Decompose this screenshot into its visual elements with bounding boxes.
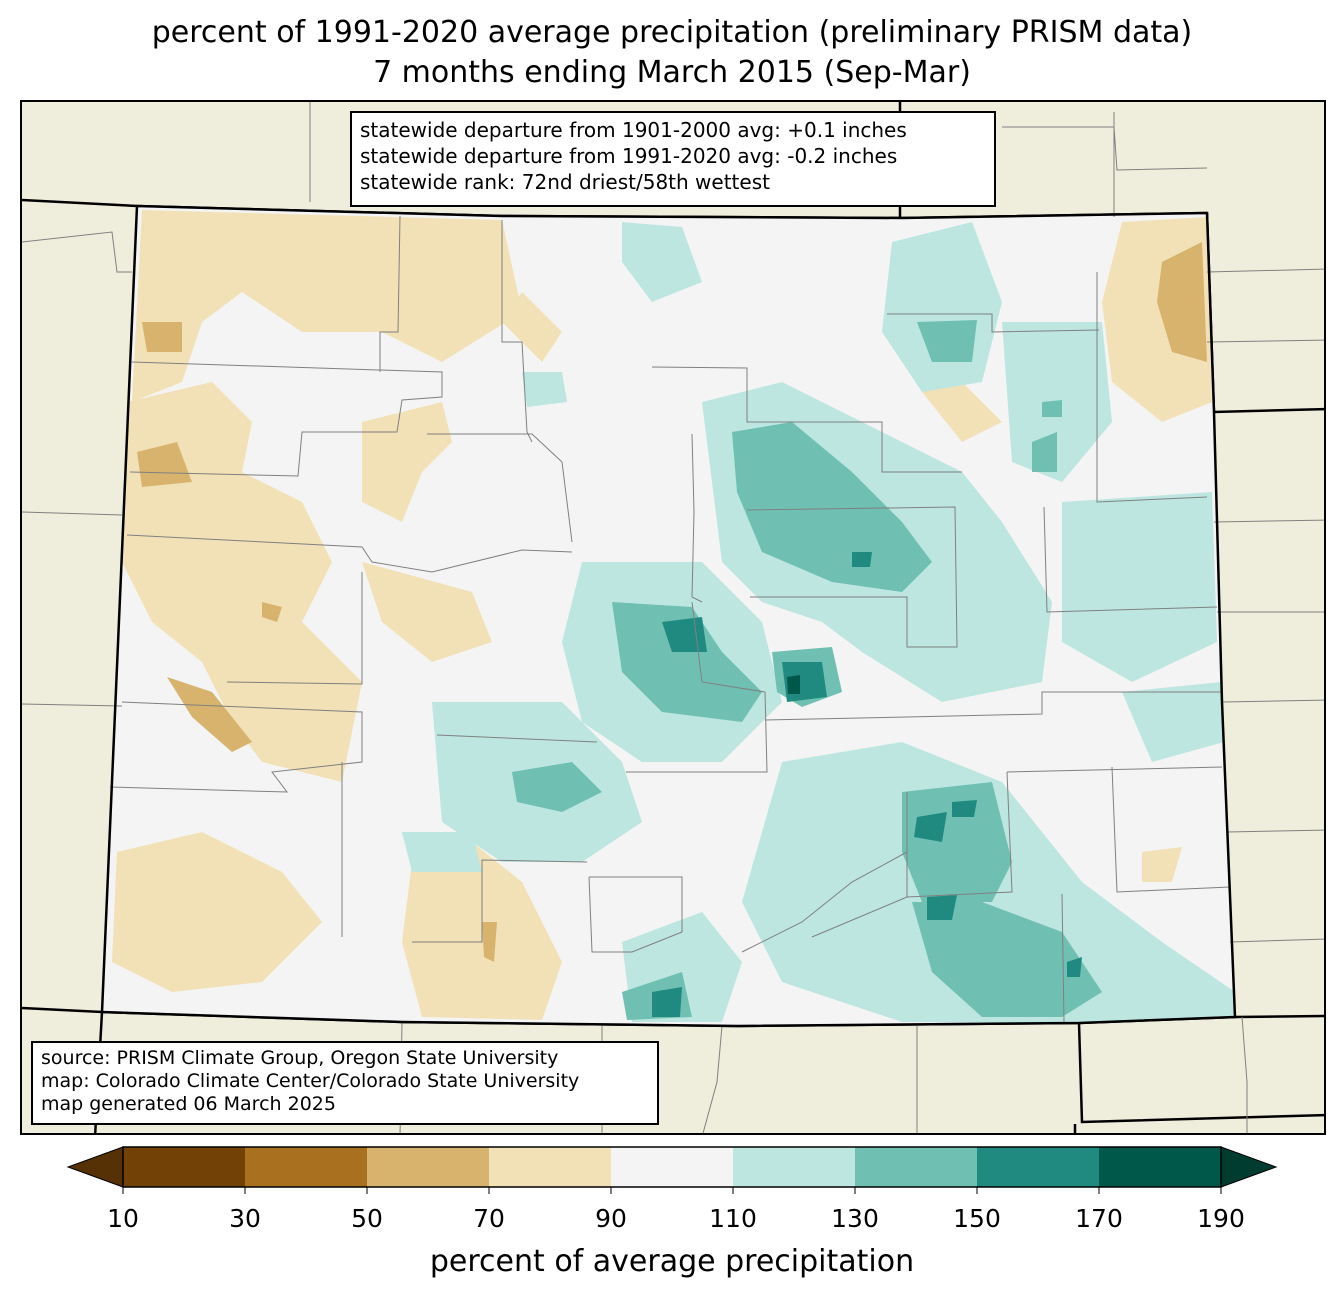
wet-170-190-regions	[787, 675, 800, 694]
map-title: percent of 1991-2020 average precipitati…	[151, 15, 1193, 50]
map-frame	[20, 100, 1326, 1135]
stats-departure-1901-2000: statewide departure from 1901-2000 avg: …	[360, 118, 907, 142]
colorbar-segment	[489, 1147, 611, 1187]
source-line: source: PRISM Climate Group, Oregon Stat…	[41, 1047, 559, 1069]
precip-map	[22, 102, 1324, 1133]
colorbar-segment	[123, 1147, 245, 1187]
colorbar-under-arrow	[66, 1146, 124, 1188]
stats-rank: statewide rank: 72nd driest/58th wettest	[360, 170, 770, 194]
generated-date-line: map generated 06 March 2025	[41, 1093, 336, 1115]
colorbar-tick-label: 110	[709, 1204, 757, 1233]
map-subtitle: 7 months ending March 2015 (Sep-Mar)	[373, 55, 971, 90]
colorbar-over-arrow	[1220, 1146, 1278, 1188]
colorbar-tick-label: 90	[595, 1204, 627, 1233]
statewide-stats-box: statewide departure from 1901-2000 avg: …	[350, 111, 996, 207]
wet-150-170-regions	[652, 552, 1082, 1017]
colorbar-segment	[245, 1147, 367, 1187]
colorbar-segment	[367, 1147, 489, 1187]
colorbar-segment	[733, 1147, 855, 1187]
wet-130-150-regions	[512, 320, 1102, 1020]
colorbar-segment	[1099, 1147, 1221, 1187]
dry-50-70-regions	[137, 242, 1207, 962]
colorbar-tick-label: 50	[351, 1204, 383, 1233]
colorbar-segment	[611, 1147, 733, 1187]
colorbar-tick-label: 130	[831, 1204, 879, 1233]
colorbar-tick-label: 10	[107, 1204, 139, 1233]
colorado-border	[100, 204, 1237, 1028]
colorbar-segment	[977, 1147, 1099, 1187]
colorbar-tick-label: 150	[953, 1204, 1001, 1233]
colorbar-tick-label: 70	[473, 1204, 505, 1233]
colorbar-label: percent of average precipitation	[429, 1244, 915, 1279]
source-info-box: source: PRISM Climate Group, Oregon Stat…	[31, 1041, 659, 1125]
colorbar-outline	[122, 1146, 1222, 1188]
map-credit-line: map: Colorado Climate Center/Colorado St…	[41, 1070, 580, 1092]
colorbar-segment	[855, 1147, 977, 1187]
stats-departure-1991-2020: statewide departure from 1991-2020 avg: …	[360, 144, 898, 168]
colorbar-tick-label: 30	[229, 1204, 261, 1233]
colorbar-tick-label: 190	[1197, 1204, 1245, 1233]
colorbar	[66, 1146, 1278, 1194]
colorbar-tick-label: 170	[1075, 1204, 1123, 1233]
